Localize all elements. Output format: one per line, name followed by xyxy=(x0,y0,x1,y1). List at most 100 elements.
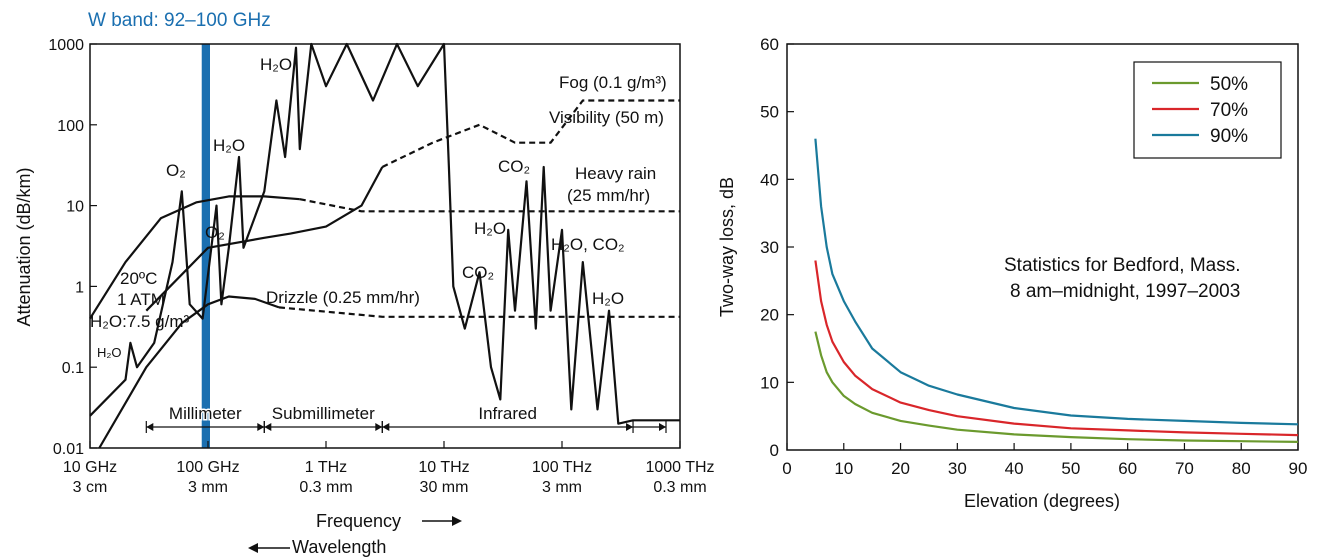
w-band-bar xyxy=(201,44,210,448)
annotation-h2o-nir: H₂O xyxy=(592,289,624,308)
x-tick-label: 60 xyxy=(1118,459,1137,478)
x-tick-wavelength: 0.3 mm xyxy=(653,479,706,496)
annotation-h2o-183: H₂O xyxy=(213,136,245,155)
band-arrow-head xyxy=(659,423,666,431)
y-tick-label: 0 xyxy=(770,441,779,460)
x-tick-frequency: 100 GHz xyxy=(176,459,239,476)
y-tick-label: 100 xyxy=(57,118,84,135)
band-arrow-head xyxy=(375,423,383,431)
y-tick-label: 40 xyxy=(760,170,779,189)
annotation-h2o-peak: H₂O xyxy=(260,55,292,74)
annotation-heavy-rain-rate: (25 mm/hr) xyxy=(567,186,650,205)
x-tick-label: 90 xyxy=(1289,459,1308,478)
annotation-h2o-low: H₂O xyxy=(97,345,122,360)
annotation-fog: Fog (0.1 g/m³) xyxy=(559,73,667,92)
band-label: Millimeter xyxy=(169,404,242,423)
x-tick-wavelength: 30 mm xyxy=(420,479,469,496)
x-tick-label: 0 xyxy=(782,459,791,478)
band-arrow-head xyxy=(626,423,634,431)
x-tick-label: 70 xyxy=(1175,459,1194,478)
band-arrow-head xyxy=(146,423,154,431)
x-tick-label: 50 xyxy=(1061,459,1080,478)
x-tick-wavelength: 0.3 mm xyxy=(299,479,352,496)
x-tick-wavelength: 3 mm xyxy=(542,479,582,496)
band-arrow-head xyxy=(382,423,390,431)
series-lines xyxy=(89,42,680,449)
series-lines xyxy=(814,138,1299,443)
annotation-o2-60: O₂ xyxy=(166,161,186,180)
series-line xyxy=(89,42,680,425)
annotation-co2-4um: CO₂ xyxy=(498,157,530,176)
band-title: W band: 92–100 GHz xyxy=(88,10,271,31)
annotation-humidity: H₂O:7.5 g/m³ xyxy=(90,312,190,331)
y-tick-label: 30 xyxy=(760,238,779,257)
x-tick-label: 30 xyxy=(948,459,967,478)
y-tick-label: 1000 xyxy=(48,37,84,54)
annotation-temperature: 20ºC xyxy=(120,269,157,288)
x-tick-frequency: 1000 THz xyxy=(645,459,714,476)
annotation-drizzle: Drizzle (0.25 mm/hr) xyxy=(266,288,420,307)
band-label: Submillimeter xyxy=(272,404,375,423)
series-line-50pct xyxy=(814,331,1299,443)
band-arrow-head xyxy=(264,423,272,431)
band-arrow-head xyxy=(257,423,265,431)
annotation-h2o-co2: H₂O, CO₂ xyxy=(551,235,625,254)
annotation-h2o-ir: H₂O xyxy=(474,219,506,238)
attenuation-chart: W band: 92–100 GHz 1000 100 10 1 0.1 0.01 10 … xyxy=(14,10,715,557)
legend-label: 50% xyxy=(1210,74,1248,95)
x-tick-frequency: 10 GHz xyxy=(63,459,117,476)
y-tick-label: 60 xyxy=(760,35,779,54)
y-tick-label: 10 xyxy=(66,199,84,216)
x-tick-frequency: 100 THz xyxy=(532,459,592,476)
x-tick-wavelength: 3 mm xyxy=(188,479,228,496)
y-tick-label: 10 xyxy=(760,373,779,392)
x-axis-title: Elevation (degrees) xyxy=(964,491,1120,511)
y-axis-title: Attenuation (dB/km) xyxy=(14,167,34,326)
two-way-loss-chart: 0 10 20 30 40 50 60 70 90 80 0 10 20 30 40 50 60 50% 70% 9… xyxy=(717,35,1307,511)
annotation-visibility: Visibility (50 m) xyxy=(549,108,664,127)
y-ticks: 1000 100 10 1 0.1 0.01 xyxy=(48,37,97,458)
x-tick-label: 20 xyxy=(891,459,910,478)
plot-frame xyxy=(89,43,681,449)
series-line xyxy=(145,166,384,312)
statistics-note-line-2: 8 am–midnight, 1997–2003 xyxy=(1010,281,1240,302)
series-line xyxy=(89,195,300,320)
statistics-note-line-1: Statistics for Bedford, Mass. xyxy=(1004,255,1241,276)
annotation-o2-118: O₂ xyxy=(205,223,225,242)
annotation-pressure: 1 ATM xyxy=(117,290,165,309)
x-tick-label: 10 xyxy=(834,459,853,478)
x-tick-label: 80 xyxy=(1232,459,1251,478)
y-tick-label: 0.01 xyxy=(53,441,84,458)
wavelength-label: Wavelength xyxy=(292,537,386,557)
annotation-co2-15um: CO₂ xyxy=(462,263,494,282)
series-line xyxy=(98,295,280,449)
axis-ticks: 0 10 20 30 40 50 60 70 90 80 0 10 20 30 40 50 60 xyxy=(760,35,1307,478)
series-line-70pct xyxy=(814,260,1299,437)
x-tick-frequency: 10 THz xyxy=(418,459,469,476)
legend-label: 70% xyxy=(1210,100,1248,121)
frequency-caption: Frequency xyxy=(316,511,462,531)
x-tick-label: 40 xyxy=(1005,459,1024,478)
legend: 50% 70% 90% xyxy=(1133,61,1282,159)
wavelength-caption: Wavelength xyxy=(248,537,386,557)
series-line xyxy=(299,198,680,213)
legend-label: 90% xyxy=(1210,126,1248,147)
series-line xyxy=(381,99,680,168)
x-tick-wavelength: 3 cm xyxy=(73,479,108,496)
annotation-heavy-rain: Heavy rain xyxy=(575,164,656,183)
frequency-label: Frequency xyxy=(316,511,401,531)
w-band-highlight xyxy=(201,44,210,448)
series-line-90pct xyxy=(814,138,1299,426)
x-ticks: 10 GHz 3 cm 100 GHz 3 mm 1 THz 0.3 mm 10 THz 30… xyxy=(63,441,715,496)
y-tick-label: 1 xyxy=(75,279,84,296)
y-tick-label: 0.1 xyxy=(62,360,84,377)
y-tick-label: 50 xyxy=(760,103,779,122)
x-tick-frequency: 1 THz xyxy=(305,459,347,476)
band-label: Infrared xyxy=(478,404,537,423)
spectrum-bands: Millimeter Submillimeter Infrared xyxy=(145,403,667,433)
annotations: Fog (0.1 g/m³) Visibility (50 m) Heavy r… xyxy=(90,55,667,360)
y-tick-label: 20 xyxy=(760,306,779,325)
y-axis-title: Two-way loss, dB xyxy=(717,177,737,317)
series-line xyxy=(278,306,680,318)
